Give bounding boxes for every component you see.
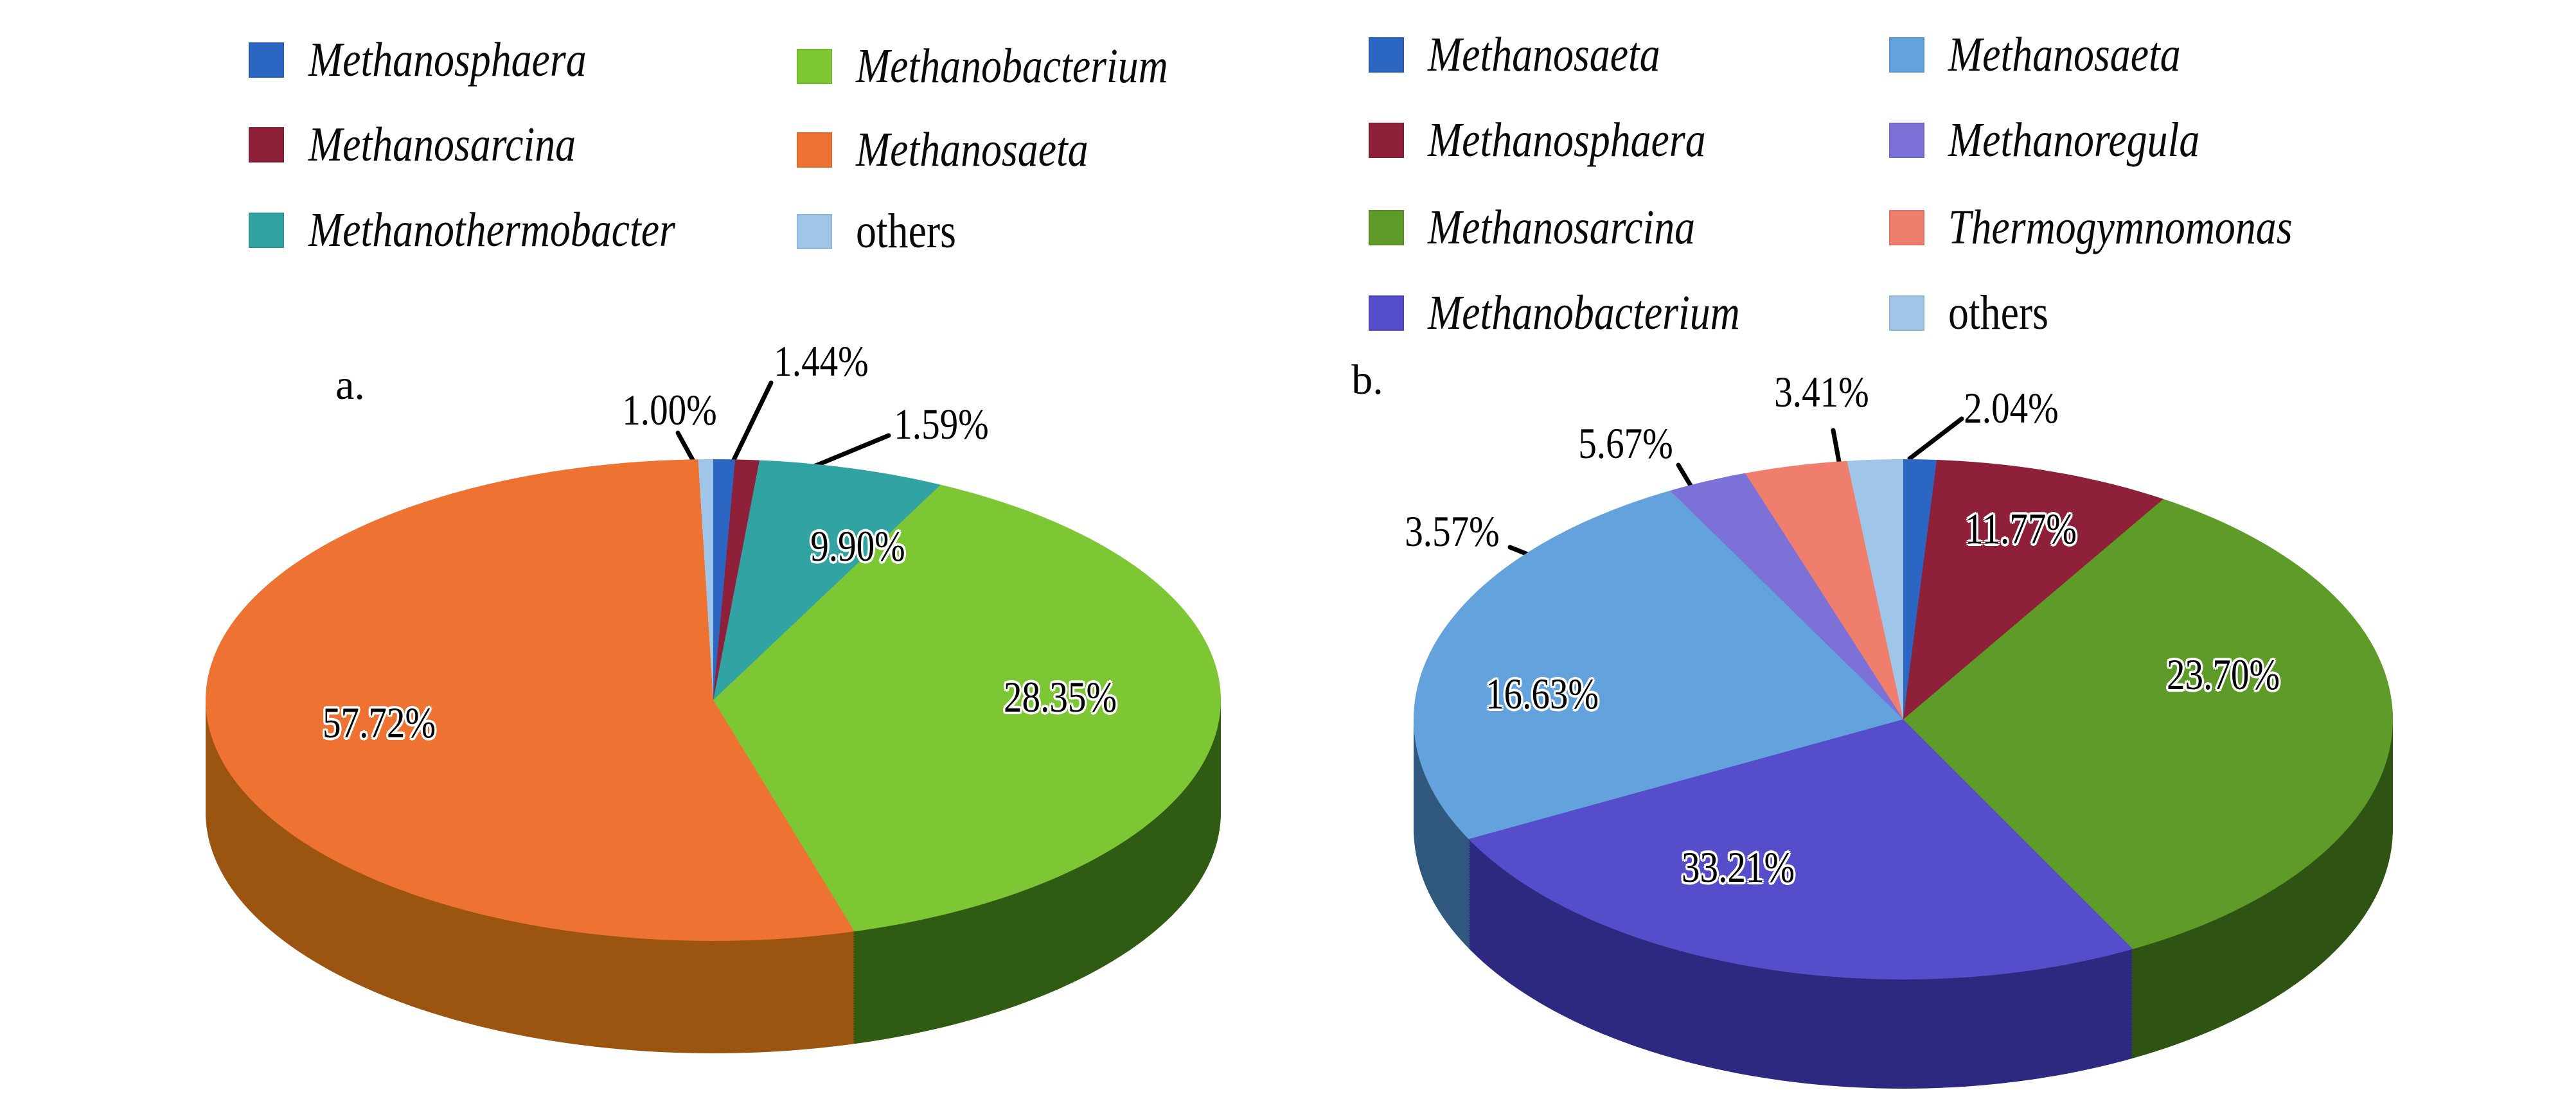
panel-label-b: b. <box>1351 356 1383 403</box>
pct-label-others: 1.00% <box>613 388 726 432</box>
legend-label: Methanobacterium <box>1428 286 1740 340</box>
pct-label-thermogymnomonas: 5.67% <box>1569 421 1682 465</box>
legend-swatch <box>797 213 832 249</box>
legend-label: Thermogymnomonas <box>1948 200 2293 254</box>
legend-label: Methanosaeta <box>856 123 1088 177</box>
pct-label-methanosaeta: 16.63% <box>1475 672 1610 715</box>
legend-label: Methanosphaera <box>1428 113 1706 167</box>
legend-label: Methanoregula <box>1948 113 2200 167</box>
legend-swatch <box>1369 122 1404 158</box>
legend-item-methanobacterium: Methanobacterium <box>797 42 1227 91</box>
pct-label-methanothermobacter: 9.90% <box>801 524 914 568</box>
panel-label-a: a. <box>335 362 365 408</box>
legend-swatch <box>797 48 832 84</box>
legend-swatch <box>797 132 832 168</box>
legend-item-methanosarcina: Methanosarcina <box>249 120 626 169</box>
pie-top-surface <box>206 459 1221 941</box>
pct-label-methanobacterium: 28.35% <box>993 675 1128 719</box>
legend-swatch <box>1889 295 1924 331</box>
legend-item-methanosphaera: Methanosphaera <box>1369 116 1759 164</box>
legend-item-methanobacterium: Methanobacterium <box>1369 288 1799 337</box>
pct-label-methanosaeta: 57.72% <box>312 701 447 744</box>
legend-item-methanoregula: Methanoregula <box>1889 116 2248 164</box>
pct-label-methanosarcina: 23.70% <box>2156 653 2291 696</box>
legend-label: Methanothermobacter <box>308 203 675 257</box>
pct-label-methanoregula: 3.57% <box>1396 509 1509 553</box>
pct-value: 33.21% <box>1681 843 1795 891</box>
legend-item-methanosarcina: Methanosarcina <box>1369 203 1746 252</box>
pct-value: 9.90% <box>810 522 905 570</box>
legend-swatch <box>249 42 284 78</box>
legend-label: Methanosarcina <box>1428 200 1696 254</box>
legend-swatch <box>1889 209 1924 245</box>
legend-label: Methanobacterium <box>856 39 1168 93</box>
legend-label: others <box>1948 286 2049 340</box>
pct-value: 28.35% <box>1003 672 1117 721</box>
legend-item-others: others <box>797 207 975 256</box>
pie-top-surface <box>1414 459 2393 979</box>
pct-value: 1.44% <box>774 337 869 385</box>
legend-swatch <box>1369 295 1404 331</box>
legend-swatch <box>1369 37 1404 73</box>
pct-value: 1.00% <box>622 385 717 434</box>
legend-item-methanosphaera: Methanosphaera <box>249 35 639 84</box>
leader-line <box>675 430 695 462</box>
pct-value: 57.72% <box>322 698 436 747</box>
legend-item-methanothermobacter: Methanothermobacter <box>249 206 745 254</box>
legend-label: Methanosphaera <box>308 33 587 87</box>
legend-swatch <box>1889 37 1924 73</box>
legend-swatch <box>249 212 284 248</box>
pct-value: 11.77% <box>1965 504 2077 553</box>
pct-label-methanosarcina: 1.59% <box>885 402 998 446</box>
pct-value: 3.41% <box>1774 367 1869 416</box>
legend-item-methanosaeta: Methanosaeta <box>1369 30 1705 79</box>
legend-label: others <box>856 204 957 258</box>
pct-label-others: 3.41% <box>1765 370 1878 414</box>
legend-item-methanosaeta: Methanosaeta <box>1889 30 2225 79</box>
legend-item-methanosaeta: Methanosaeta <box>797 125 1133 174</box>
legend-label: Methanosarcina <box>308 118 576 171</box>
pct-label-methanosphaera: 11.77% <box>1954 507 2087 550</box>
legend-swatch <box>249 127 284 162</box>
legend-swatch <box>1369 209 1404 245</box>
pct-value: 2.04% <box>1964 383 2059 432</box>
legend-item-thermogymnomonas: Thermogymnomonas <box>1889 203 2358 252</box>
pct-value: 16.63% <box>1485 669 1599 718</box>
legend-item-others: others <box>1889 288 2068 337</box>
legend-label: Methanosaeta <box>1428 28 1660 82</box>
pct-label-methanosphaera: 1.44% <box>765 339 878 383</box>
legend-swatch <box>1889 122 1924 158</box>
pct-value: 3.57% <box>1405 507 1500 556</box>
pct-value: 1.59% <box>894 399 989 448</box>
legend-label: Methanosaeta <box>1948 28 2181 82</box>
pct-value: 5.67% <box>1578 419 1673 468</box>
pct-label-methanobacterium: 33.21% <box>1671 845 1806 889</box>
pct-value: 23.70% <box>2166 650 2280 699</box>
leader-line <box>1907 416 1964 461</box>
pct-label-methanosaeta: 2.04% <box>1955 386 2068 430</box>
